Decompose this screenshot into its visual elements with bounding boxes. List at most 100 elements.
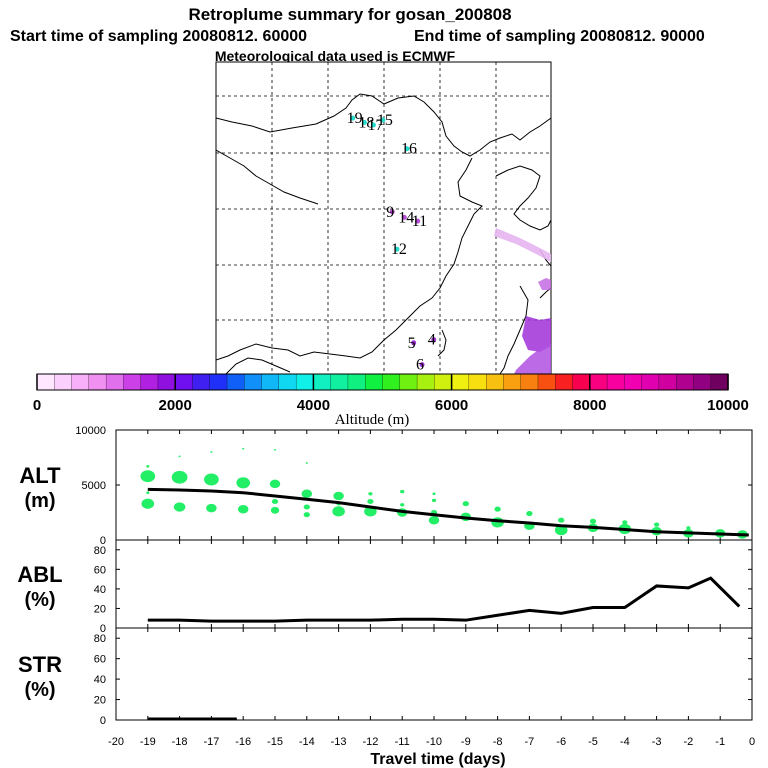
map-marker-label: 9 [386, 204, 394, 221]
panel-abl: 0 20 40 60 80 ABL(%) [17, 539, 753, 635]
y-tick-label: 40 [94, 674, 106, 686]
map-marker-label: 19 [347, 110, 363, 127]
map-marker-dot [394, 246, 400, 252]
colorbar-cell [555, 373, 574, 391]
colorbar-cell [105, 373, 125, 391]
colorbar-tick-label: 6000 [435, 397, 468, 414]
x-tick-label: -3 [652, 736, 662, 748]
x-tick-label: -14 [299, 736, 315, 748]
x-tick-label: -11 [395, 736, 410, 748]
y-tick-label: 10000 [75, 425, 106, 437]
x-tick-label: -15 [267, 736, 283, 748]
alt-point [173, 502, 186, 512]
panel-unit: (m) [24, 490, 55, 512]
colorbar-cell [537, 373, 556, 391]
colorbar-cell [365, 373, 384, 391]
alt-point [273, 448, 277, 451]
y-tick-label: 40 [94, 584, 106, 596]
colorbar-cell [468, 373, 487, 391]
alt-median-line [147, 487, 749, 537]
colorbar-cell [710, 373, 729, 391]
alt-point [140, 470, 156, 483]
x-tick-label: -17 [203, 736, 219, 748]
colorbar-cell [434, 373, 453, 391]
colorbar-cell [485, 373, 505, 391]
alt-point [269, 479, 281, 489]
map-marker-dot [370, 122, 376, 128]
y-tick-label: 0 [100, 715, 106, 727]
map-marker-dot [419, 362, 425, 368]
alt-point [400, 503, 405, 507]
alt-point [554, 525, 568, 536]
y-tick-label: 0 [100, 535, 106, 547]
colorbar-cell [88, 373, 107, 391]
alt-point [686, 526, 691, 530]
panel-label: ALT [19, 463, 61, 488]
x-tick-label: -18 [172, 736, 188, 748]
plume-shading [494, 228, 551, 374]
map-marker-label: 12 [391, 241, 407, 258]
colorbar-cell [503, 373, 522, 391]
alt-point [558, 517, 565, 523]
alt-point [333, 491, 344, 501]
x-tick-label: 0 [749, 736, 755, 748]
x-axis-label: Travel time (days) [370, 751, 505, 768]
y-tick-label: 80 [94, 633, 106, 645]
alt-point [206, 503, 217, 513]
x-tick-label: -12 [362, 736, 378, 748]
colorbar-cell [209, 373, 228, 391]
map-marker-dot [415, 218, 421, 224]
map-marker-label: 16 [401, 141, 417, 158]
alt-point [494, 506, 501, 512]
x-tick-label: -1 [715, 736, 725, 748]
map-marker-label: 6 [416, 357, 424, 374]
map-gridlines [216, 62, 551, 374]
x-tick-label: -2 [684, 736, 694, 748]
colorbar-cell [520, 373, 539, 391]
alt-point [236, 477, 251, 489]
colorbar-cell [416, 373, 435, 391]
alt-point [204, 473, 219, 486]
x-tick-label: -16 [235, 736, 251, 748]
colorbar-cell [261, 373, 280, 391]
panel-frame [115, 539, 753, 629]
time-series-panels: 0500010000ALT(m)020406080ABL(%)020406080… [17, 425, 755, 768]
x-tick-label: -10 [426, 736, 442, 748]
y-tick-label: 20 [94, 603, 106, 615]
colorbar-cell [589, 373, 608, 391]
alt-point [462, 501, 469, 507]
colorbar-cell [175, 373, 194, 391]
panel-str: 0 20 40 60 80 STR(%) [18, 627, 753, 727]
map-marker-dot [404, 146, 410, 152]
alt-point [141, 498, 155, 509]
alt-point [303, 504, 310, 510]
colorbar-cell [641, 373, 660, 391]
alt-point [400, 489, 405, 494]
x-axis: -20 -19 -18 -17 -16 -15 -14 -13 -12 -11 -10 -9 -8 -7-… [108, 736, 755, 768]
altitude-colorbar: 0 2000 4000 6000 8000 10000 Altitude (m) [33, 373, 749, 428]
colorbar-cell [693, 373, 712, 391]
colorbar-cell [123, 373, 142, 391]
colorbar-cell [572, 373, 591, 391]
colorbar-cell [658, 373, 677, 391]
y-tick-label: 0 [100, 623, 106, 635]
x-tick-label: -9 [461, 736, 471, 748]
colorbar-cell [192, 373, 211, 391]
colorbar-cell [313, 373, 332, 391]
map-marker-dot [361, 120, 367, 126]
colorbar-cell [140, 373, 159, 391]
alt-point [178, 455, 181, 458]
colorbar-cells [36, 373, 729, 391]
alt-point [242, 447, 245, 450]
alt-point [428, 515, 440, 525]
panel-unit: (%) [24, 589, 55, 611]
x-tick-label: -4 [620, 736, 630, 748]
colorbar-cell [278, 373, 297, 391]
start-time-label: Start time of sampling 20080812. 60000 [10, 28, 307, 45]
panel-label: STR [18, 652, 62, 677]
alt-point [271, 498, 279, 505]
x-tick-label: -8 [493, 736, 503, 748]
map-marker-dot [389, 209, 395, 215]
map-marker-label: 18 [358, 115, 374, 132]
